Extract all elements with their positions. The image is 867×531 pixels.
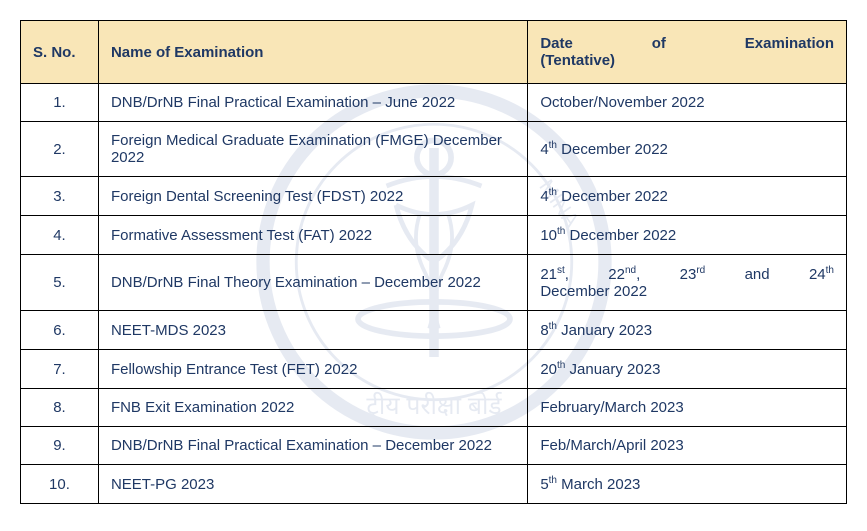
table-row: 9.DNB/DrNB Final Practical Examination –…	[21, 427, 847, 465]
header-sno: S. No.	[21, 21, 99, 84]
exam-schedule-table-wrap: S. No. Name of Examination Date of Exami…	[20, 20, 847, 504]
cell-sno: 6.	[21, 311, 99, 350]
cell-date: 10th December 2022	[528, 216, 847, 255]
header-name: Name of Examination	[98, 21, 527, 84]
cell-sno: 3.	[21, 177, 99, 216]
header-date-line1: Date of Examination	[540, 35, 834, 52]
cell-name: Fellowship Entrance Test (FET) 2022	[98, 350, 527, 389]
table-row: 3.Foreign Dental Screening Test (FDST) 2…	[21, 177, 847, 216]
cell-date: 21st, 22nd, 23rd and 24thDecember 2022	[528, 255, 847, 311]
table-row: 4.Formative Assessment Test (FAT) 202210…	[21, 216, 847, 255]
table-row: 10.NEET-PG 20235th March 2023	[21, 465, 847, 504]
cell-sno: 8.	[21, 389, 99, 427]
cell-name: NEET-MDS 2023	[98, 311, 527, 350]
table-header-row: S. No. Name of Examination Date of Exami…	[21, 21, 847, 84]
cell-name: DNB/DrNB Final Practical Examination – D…	[98, 427, 527, 465]
cell-sno: 1.	[21, 84, 99, 122]
cell-name: Foreign Medical Graduate Examination (FM…	[98, 122, 527, 177]
cell-date: February/March 2023	[528, 389, 847, 427]
cell-date: 4th December 2022	[528, 122, 847, 177]
cell-name: Formative Assessment Test (FAT) 2022	[98, 216, 527, 255]
cell-date: October/November 2022	[528, 84, 847, 122]
cell-sno: 7.	[21, 350, 99, 389]
cell-sno: 2.	[21, 122, 99, 177]
cell-date: 8th January 2023	[528, 311, 847, 350]
cell-sno: 9.	[21, 427, 99, 465]
table-row: 1.DNB/DrNB Final Practical Examination –…	[21, 84, 847, 122]
table-row: 5.DNB/DrNB Final Theory Examination – De…	[21, 255, 847, 311]
table-row: 2.Foreign Medical Graduate Examination (…	[21, 122, 847, 177]
table-row: 7.Fellowship Entrance Test (FET) 202220t…	[21, 350, 847, 389]
table-row: 6.NEET-MDS 20238th January 2023	[21, 311, 847, 350]
cell-name: DNB/DrNB Final Practical Examination – J…	[98, 84, 527, 122]
table-body: 1.DNB/DrNB Final Practical Examination –…	[21, 84, 847, 504]
header-date: Date of Examination (Tentative)	[528, 21, 847, 84]
header-date-line2: (Tentative)	[540, 52, 834, 69]
cell-name: FNB Exit Examination 2022	[98, 389, 527, 427]
cell-sno: 5.	[21, 255, 99, 311]
cell-sno: 10.	[21, 465, 99, 504]
exam-schedule-table: S. No. Name of Examination Date of Exami…	[20, 20, 847, 504]
table-row: 8.FNB Exit Examination 2022February/Marc…	[21, 389, 847, 427]
cell-name: Foreign Dental Screening Test (FDST) 202…	[98, 177, 527, 216]
cell-date: Feb/March/April 2023	[528, 427, 847, 465]
cell-date: 4th December 2022	[528, 177, 847, 216]
cell-date: 20th January 2023	[528, 350, 847, 389]
cell-date: 5th March 2023	[528, 465, 847, 504]
cell-name: NEET-PG 2023	[98, 465, 527, 504]
cell-name: DNB/DrNB Final Theory Examination – Dece…	[98, 255, 527, 311]
cell-sno: 4.	[21, 216, 99, 255]
